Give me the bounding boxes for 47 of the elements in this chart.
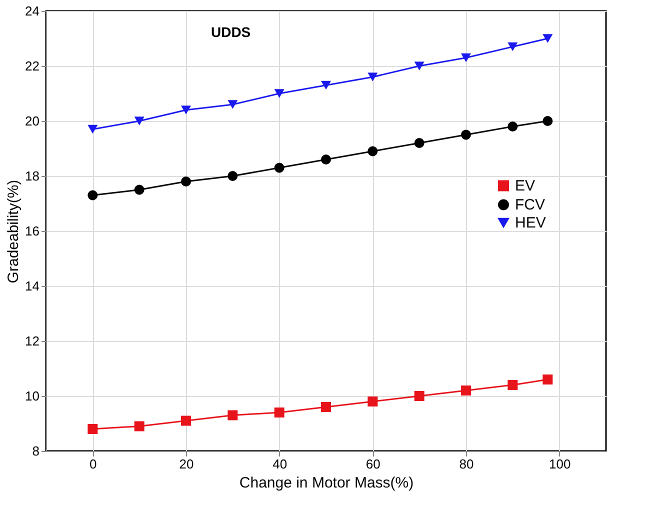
y-tick-label: 20 bbox=[25, 114, 40, 128]
point bbox=[414, 138, 424, 148]
point bbox=[508, 42, 518, 52]
point bbox=[88, 190, 98, 200]
y-axis-title: Gradeability(%) bbox=[5, 180, 22, 284]
point bbox=[274, 162, 284, 173]
point bbox=[274, 89, 284, 98]
point bbox=[88, 124, 98, 134]
x-tick-label: 0 bbox=[90, 456, 97, 472]
annotation: UDDS bbox=[210, 24, 251, 40]
y-tick-label: 22 bbox=[25, 58, 40, 74]
point bbox=[542, 34, 553, 43]
point bbox=[134, 116, 144, 126]
point bbox=[542, 374, 553, 384]
point bbox=[134, 184, 144, 195]
legend-label: HEV bbox=[515, 214, 546, 232]
point bbox=[414, 62, 424, 70]
y-tick-label: 24 bbox=[25, 4, 40, 18]
point bbox=[228, 100, 238, 109]
point bbox=[508, 122, 518, 132]
x-tick-label: 20 bbox=[179, 456, 194, 472]
point bbox=[228, 171, 238, 181]
point bbox=[368, 396, 378, 406]
x-tick-label: 40 bbox=[272, 456, 288, 472]
y-tick-label: 18 bbox=[25, 168, 40, 184]
x-axis-title: Change in Motor Mass(%) bbox=[239, 474, 414, 492]
x-tick-label: 100 bbox=[548, 456, 571, 472]
legend-label: FCV bbox=[515, 196, 545, 214]
y-tick-label: 12 bbox=[25, 334, 40, 348]
point bbox=[274, 408, 284, 418]
point bbox=[542, 116, 553, 126]
y-tick-label: 10 bbox=[25, 388, 40, 404]
y-tick-label: 8 bbox=[32, 444, 40, 458]
point bbox=[368, 146, 378, 156]
y-tick-label: 16 bbox=[25, 224, 40, 238]
point bbox=[181, 416, 191, 426]
point bbox=[228, 410, 238, 420]
y-tick-label: 14 bbox=[25, 278, 40, 294]
point bbox=[508, 380, 518, 390]
legend-label: EV bbox=[515, 178, 536, 195]
point bbox=[461, 130, 471, 140]
point bbox=[414, 391, 424, 401]
point bbox=[368, 72, 378, 82]
x-tick-label: 60 bbox=[366, 456, 380, 472]
x-tick-label: 80 bbox=[459, 456, 474, 472]
point bbox=[134, 421, 144, 432]
point bbox=[88, 424, 98, 434]
